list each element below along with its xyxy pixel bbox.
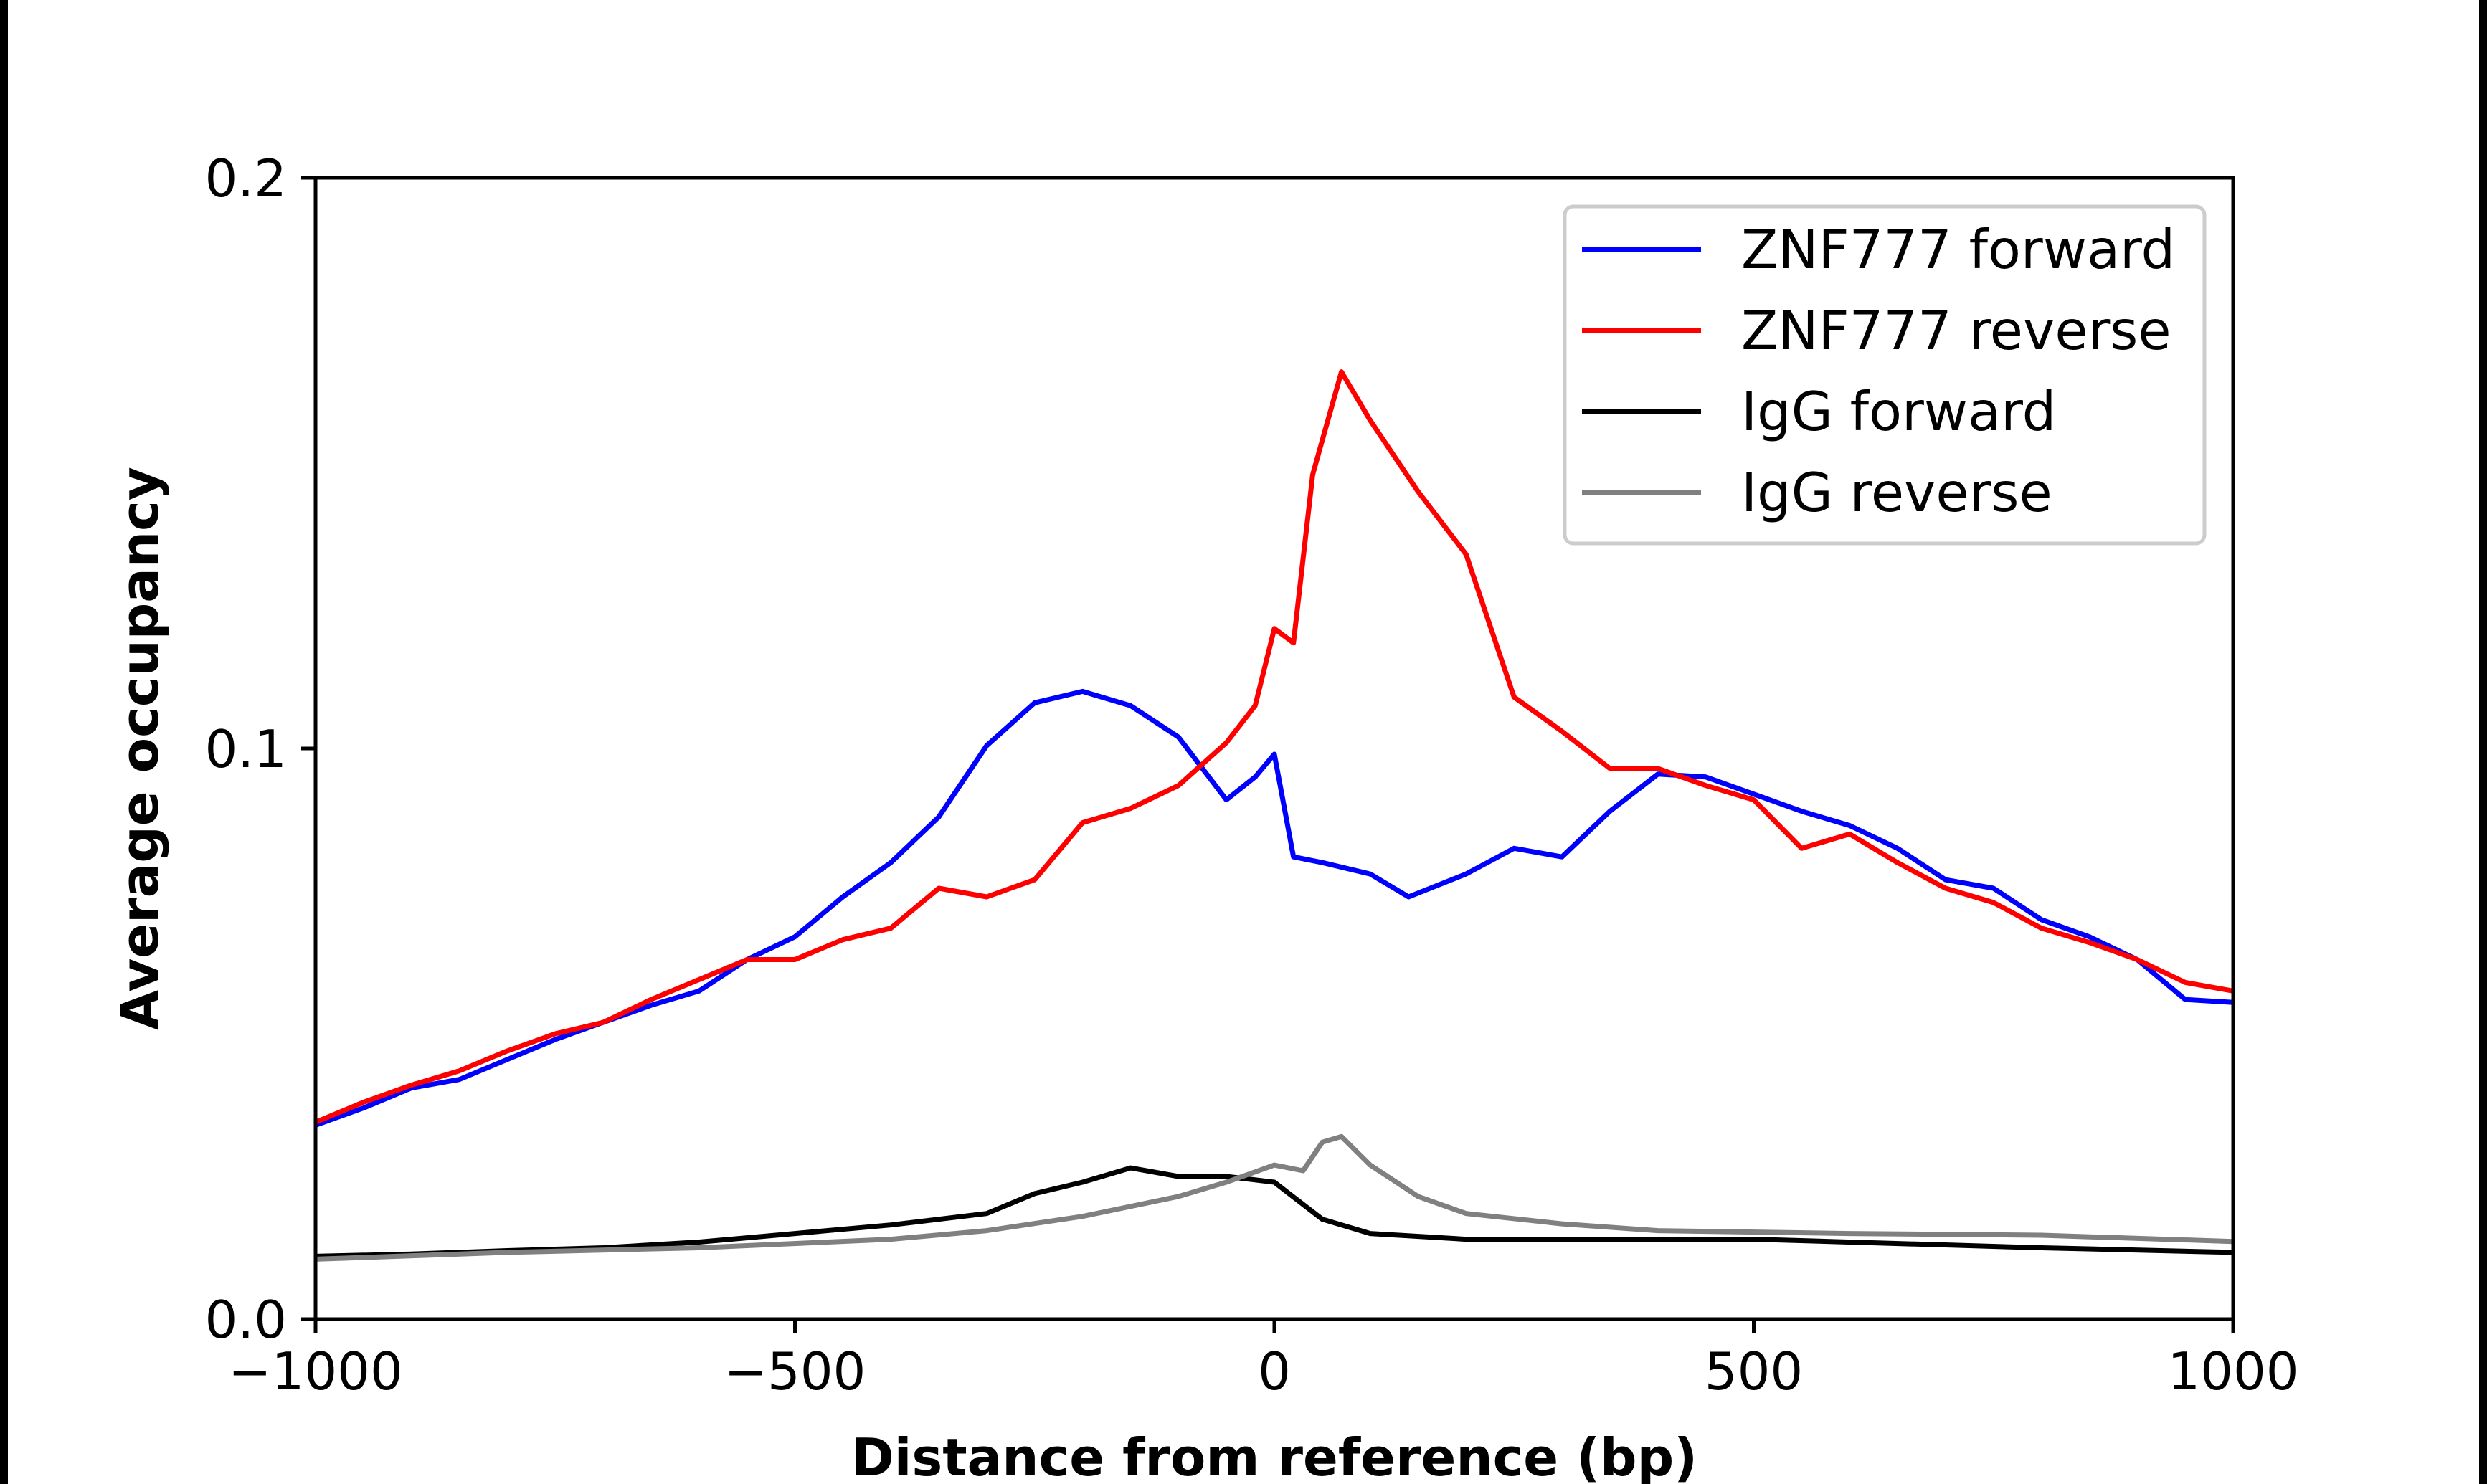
series-line-igg-reverse <box>315 1133 2234 1262</box>
y-tick-label: 0.1 <box>204 719 287 779</box>
legend-label: IgG reverse <box>1741 461 2052 524</box>
legend-label: IgG forward <box>1741 380 2056 443</box>
left-border <box>0 0 8 1484</box>
series-line-igg-forward <box>315 1165 2234 1259</box>
x-tick-label: 0 <box>1258 1341 1291 1402</box>
series-line-znf777-reverse <box>314 369 2234 1125</box>
x-tick-label: −500 <box>724 1341 866 1402</box>
x-tick-label: 500 <box>1705 1341 1803 1402</box>
x-tick-label: 1000 <box>2167 1341 2298 1402</box>
axis-ticks: −1000 −500 0 500 1000 0.0 0.1 0.2 <box>204 148 2298 1402</box>
legend-box <box>1563 204 2207 546</box>
y-axis-label: Average occupancy <box>110 467 170 1030</box>
legend-label: ZNF777 reverse <box>1741 299 2171 362</box>
right-border <box>2479 0 2487 1484</box>
x-axis-label: Distance from reference (bp) <box>851 1427 1697 1484</box>
series-layer <box>314 369 2234 1262</box>
series-line-znf777-forward <box>314 688 2234 1128</box>
y-tick-label: 0.0 <box>204 1290 287 1350</box>
legend-label: ZNF777 forward <box>1741 218 2175 281</box>
x-tick-label: −1000 <box>228 1341 403 1402</box>
legend: ZNF777 forward ZNF777 reverse IgG forward I… <box>1563 204 2207 546</box>
y-tick-label: 0.2 <box>204 148 287 209</box>
